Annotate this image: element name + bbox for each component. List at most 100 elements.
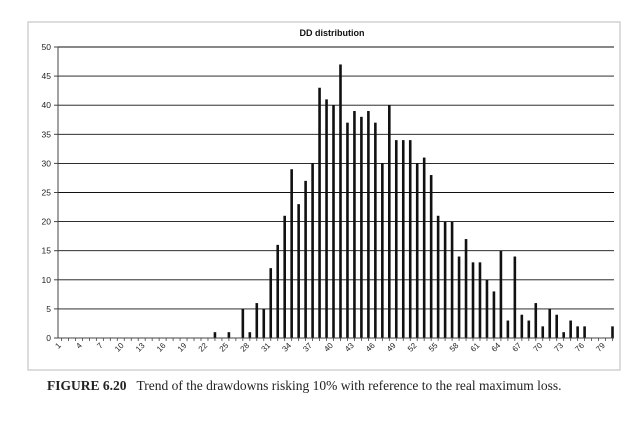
bar [381, 163, 384, 338]
bar [401, 140, 405, 338]
bar [583, 326, 586, 338]
bar [227, 332, 231, 338]
y-tick-label: 50 [42, 42, 52, 52]
y-tick-label: 45 [42, 71, 52, 81]
x-tick-label: 10 [113, 341, 126, 354]
chart-title: DD distribution [300, 28, 365, 38]
bar [506, 320, 510, 338]
bar [534, 303, 538, 338]
x-tick-label: 70 [532, 341, 545, 354]
figure-caption-text: Trend of the drawdowns risking 10% with … [136, 378, 562, 393]
bar [548, 308, 552, 338]
y-axis-ticks: 0 5 10 15 20 25 30 35 40 45 50 [42, 42, 58, 343]
bar [269, 268, 273, 338]
bar [290, 169, 293, 338]
bar [541, 326, 545, 338]
bar [283, 215, 286, 338]
bar [429, 175, 433, 338]
x-tick-label: 49 [385, 341, 398, 354]
y-tick-label: 20 [42, 217, 52, 227]
x-tick-label: 25 [218, 341, 231, 354]
bar [443, 221, 447, 338]
x-tick-label: 4 [74, 341, 84, 351]
dd-distribution-chart: DD distribution 0 5 10 15 20 25 30 35 40 45 50 1 4 7… [27, 21, 621, 371]
x-tick-label: 55 [427, 341, 440, 354]
bar [304, 180, 307, 338]
bar [471, 262, 475, 338]
bar [499, 250, 503, 338]
bar [213, 332, 217, 338]
bar [339, 64, 342, 339]
bar [569, 320, 572, 338]
x-tick-label: 1 [53, 341, 63, 351]
x-tick-label: 61 [469, 341, 482, 354]
bar [248, 332, 252, 338]
bar [527, 320, 531, 338]
bar [408, 140, 412, 338]
bar [325, 99, 328, 338]
y-tick-label: 0 [46, 333, 51, 343]
bar [464, 239, 468, 338]
y-tick-label: 10 [42, 275, 52, 285]
y-tick-label: 15 [42, 246, 52, 256]
bar [374, 122, 377, 338]
bar [360, 116, 363, 338]
y-tick-label: 40 [42, 100, 52, 110]
y-tick-label: 5 [46, 304, 51, 314]
bar [415, 163, 419, 338]
bar [353, 111, 356, 339]
bar [520, 314, 524, 338]
bar [262, 308, 266, 338]
x-tick-label: 28 [239, 341, 252, 354]
bar [436, 215, 440, 338]
bar [576, 326, 579, 338]
chart-frame [27, 21, 621, 371]
x-tick-label: 79 [594, 341, 607, 354]
bar [255, 303, 259, 338]
x-axis-ticks: 1 4 7 10 13 16 19 22 25 28 31 34 37 40 43 46 49 52 55 58 61 6… [53, 338, 613, 354]
x-tick-label: 73 [552, 341, 565, 354]
x-tick-label: 13 [134, 341, 147, 354]
y-tick-label: 30 [42, 158, 52, 168]
x-tick-label: 34 [280, 341, 293, 354]
bar [276, 244, 280, 338]
bar [611, 326, 614, 338]
bar [388, 105, 391, 338]
bars [213, 64, 614, 339]
bar [555, 314, 558, 338]
bar [422, 157, 426, 338]
x-tick-label: 58 [448, 341, 461, 354]
bar [513, 256, 517, 338]
x-tick-label: 40 [322, 341, 335, 354]
y-tick-label: 35 [42, 129, 52, 139]
x-tick-label: 19 [176, 341, 189, 354]
axes [57, 47, 614, 339]
gridlines [58, 46, 614, 310]
x-tick-label: 16 [155, 341, 168, 354]
bar [332, 105, 335, 338]
figure-caption: FIGURE 6.20 Trend of the drawdowns riskin… [47, 376, 607, 395]
bar [297, 204, 300, 338]
bar [478, 262, 482, 338]
x-tick-label: 43 [343, 341, 356, 354]
bar [457, 256, 461, 338]
x-tick-label: 76 [573, 341, 586, 354]
x-tick-label: 52 [406, 341, 419, 354]
x-tick-label: 22 [197, 341, 210, 354]
bar [562, 332, 565, 338]
x-tick-label: 31 [259, 341, 272, 354]
x-tick-label: 46 [364, 341, 377, 354]
x-tick-label: 64 [490, 341, 503, 354]
bar [367, 111, 370, 339]
figure-label: FIGURE 6.20 [47, 378, 127, 393]
x-tick-label: 37 [301, 341, 314, 354]
bar [394, 140, 398, 338]
bar [346, 122, 349, 338]
bar [241, 308, 245, 338]
y-tick-label: 25 [42, 188, 52, 198]
x-tick-label: 67 [511, 341, 524, 354]
bar [485, 279, 489, 338]
bar [318, 87, 321, 339]
bar [311, 163, 314, 338]
x-tick-label: 7 [95, 341, 105, 351]
